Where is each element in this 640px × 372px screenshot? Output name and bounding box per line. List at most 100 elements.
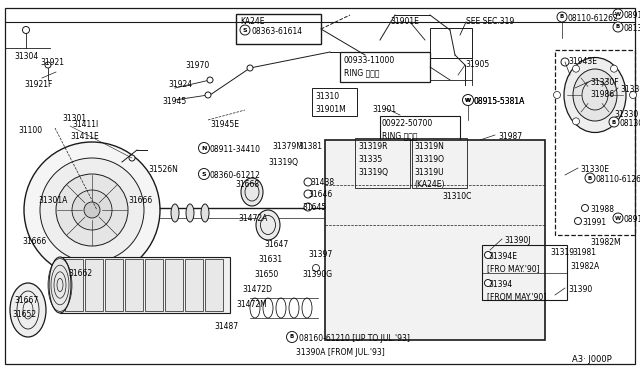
Bar <box>145 259 163 311</box>
Bar <box>205 259 223 311</box>
Text: 31310: 31310 <box>315 92 339 101</box>
Circle shape <box>72 190 112 230</box>
Text: 31335: 31335 <box>358 155 382 164</box>
Bar <box>85 259 103 311</box>
Text: 31438: 31438 <box>310 178 334 187</box>
Text: 31982A: 31982A <box>570 262 599 271</box>
Bar <box>430 28 472 58</box>
Text: 31991: 31991 <box>582 218 606 227</box>
Text: 08130-84510: 08130-84510 <box>624 24 640 33</box>
Ellipse shape <box>241 178 263 206</box>
Text: 31411E: 31411E <box>70 132 99 141</box>
Text: 31330: 31330 <box>614 110 638 119</box>
Circle shape <box>287 331 298 343</box>
Text: 31901: 31901 <box>372 105 396 114</box>
Text: 08110-61262: 08110-61262 <box>568 14 619 23</box>
Text: 31330F: 31330F <box>590 78 619 87</box>
Text: 31330E: 31330E <box>580 165 609 174</box>
Text: 31319Q: 31319Q <box>358 168 388 177</box>
Circle shape <box>45 62 51 68</box>
Text: 31336: 31336 <box>620 85 640 94</box>
Circle shape <box>463 95 473 105</box>
Circle shape <box>304 203 312 211</box>
Circle shape <box>630 92 637 99</box>
Text: 31379M: 31379M <box>272 142 303 151</box>
Text: 31905: 31905 <box>465 60 489 69</box>
Text: KA24E: KA24E <box>240 17 264 26</box>
Bar <box>412 138 467 188</box>
Text: 31986: 31986 <box>590 90 614 99</box>
Text: 31472D: 31472D <box>242 285 272 294</box>
Text: 31645: 31645 <box>302 203 326 212</box>
Circle shape <box>554 92 561 99</box>
Bar <box>60 257 230 313</box>
Text: [FRO MAY.'90]: [FRO MAY.'90] <box>487 264 540 273</box>
Text: RING リング: RING リング <box>382 131 417 140</box>
Text: B: B <box>616 25 620 29</box>
Bar <box>380 116 460 140</box>
Bar <box>165 259 183 311</box>
Circle shape <box>22 26 29 33</box>
Circle shape <box>611 65 618 72</box>
Text: 31319N: 31319N <box>414 142 444 151</box>
Circle shape <box>304 190 312 198</box>
Text: S: S <box>202 171 206 176</box>
Text: W: W <box>615 215 621 221</box>
Text: 31319U: 31319U <box>414 168 444 177</box>
Text: W: W <box>465 97 471 103</box>
Text: 31390A [FROM JUL.'93]: 31390A [FROM JUL.'93] <box>296 348 385 357</box>
Bar <box>65 259 83 311</box>
Ellipse shape <box>49 257 71 313</box>
Ellipse shape <box>186 204 194 222</box>
Circle shape <box>40 158 144 262</box>
Text: W: W <box>615 12 621 16</box>
Text: 31901M: 31901M <box>315 105 346 114</box>
Circle shape <box>557 12 567 22</box>
Text: 31472M: 31472M <box>236 300 267 309</box>
Circle shape <box>484 279 492 286</box>
Text: [FROM MAY.'90]: [FROM MAY.'90] <box>487 292 547 301</box>
Text: 31310C: 31310C <box>442 192 472 201</box>
Circle shape <box>575 218 582 224</box>
Circle shape <box>129 155 135 161</box>
Text: 08911-34410: 08911-34410 <box>210 145 261 154</box>
Text: 31987: 31987 <box>498 132 522 141</box>
Text: W: W <box>465 97 471 103</box>
Text: 31394: 31394 <box>488 280 512 289</box>
Text: 08915-43810: 08915-43810 <box>624 11 640 20</box>
Text: 31472A: 31472A <box>238 214 268 223</box>
Text: 31411I: 31411I <box>72 120 99 129</box>
Circle shape <box>312 264 319 272</box>
Text: 31301A: 31301A <box>38 196 67 205</box>
Bar <box>125 259 143 311</box>
Text: A3· J000P: A3· J000P <box>572 355 612 364</box>
Ellipse shape <box>201 204 209 222</box>
Circle shape <box>561 58 569 66</box>
Text: 31304: 31304 <box>14 52 38 61</box>
Text: 08915-5381A: 08915-5381A <box>474 97 525 106</box>
Text: 31924: 31924 <box>168 80 192 89</box>
Bar <box>482 245 567 300</box>
Text: 08915-5381A: 08915-5381A <box>474 97 525 106</box>
Circle shape <box>585 173 595 183</box>
Bar <box>236 14 321 44</box>
Text: 31390: 31390 <box>568 285 592 294</box>
Text: 31381: 31381 <box>298 142 322 151</box>
Text: 31390J: 31390J <box>504 236 531 245</box>
Circle shape <box>613 22 623 32</box>
Text: 31982M: 31982M <box>590 238 621 247</box>
Bar <box>105 259 123 311</box>
Text: 31943E: 31943E <box>568 57 597 66</box>
Text: 31667: 31667 <box>14 296 38 305</box>
Text: 31646: 31646 <box>308 190 332 199</box>
Circle shape <box>573 118 579 125</box>
Circle shape <box>573 65 579 72</box>
Text: 31397: 31397 <box>308 250 332 259</box>
Text: 08130-83010: 08130-83010 <box>620 119 640 128</box>
Ellipse shape <box>171 204 179 222</box>
Text: 31988: 31988 <box>590 205 614 214</box>
Text: B: B <box>290 334 294 340</box>
Bar <box>555 50 635 235</box>
Text: N: N <box>202 145 207 151</box>
Text: 31319Q: 31319Q <box>268 158 298 167</box>
